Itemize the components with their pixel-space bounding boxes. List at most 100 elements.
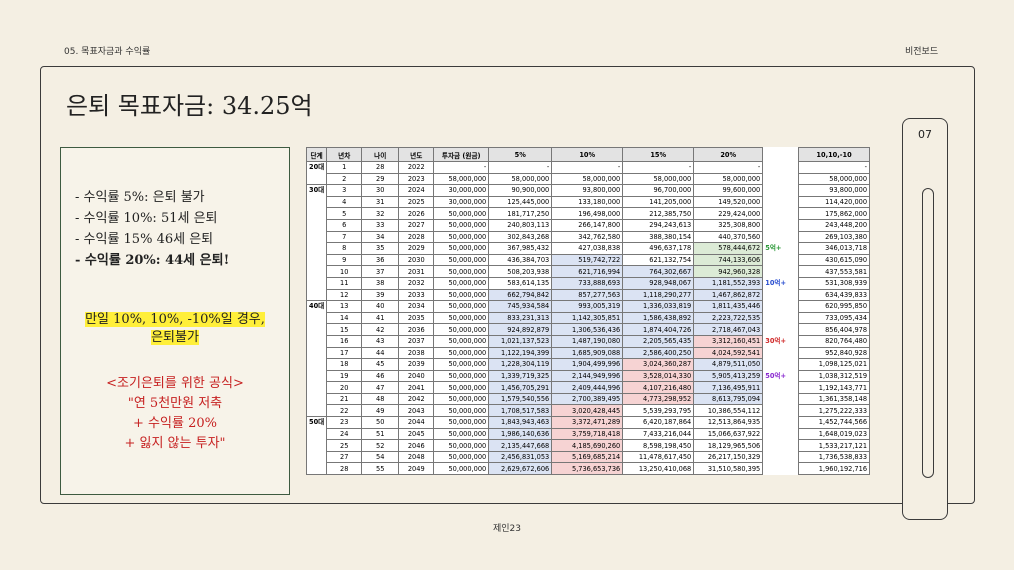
table-cell: 58,000,000 — [488, 172, 553, 186]
stage-cell: 20대 — [305, 160, 328, 186]
gap-cell — [788, 277, 799, 290]
table-cell: 41 — [361, 311, 400, 325]
table-cell: 1,904,499,996 — [551, 358, 624, 371]
table-cell: 10,386,554,112 — [693, 404, 764, 418]
table-cell: 2022 — [398, 161, 435, 174]
table-cell: 5 — [326, 207, 363, 220]
table-cell: 2026 — [398, 207, 435, 220]
gap-cell — [788, 242, 799, 255]
table-cell: 2,205,565,435 — [622, 334, 695, 348]
gap-cell — [788, 347, 799, 359]
table-cell: 2 — [326, 172, 363, 186]
gap-cell — [788, 184, 799, 197]
table-cell: 50,000,000 — [433, 462, 490, 476]
table-cell: 12 — [326, 288, 363, 302]
table-row: 12 39 2033 50,000,000 662,794,842 857,277,563… — [307, 288, 871, 302]
table-cell: 1,098,125,021 — [798, 358, 871, 371]
table-cell: 1,843,943,463 — [488, 416, 553, 429]
note-cell — [763, 219, 788, 231]
table-cell: 1,021,137,523 — [488, 334, 553, 348]
table-cell: 440,370,560 — [693, 230, 764, 244]
table-cell: 15 — [326, 323, 363, 336]
table-cell: - — [693, 161, 764, 174]
table-cell: 50,000,000 — [433, 427, 490, 441]
table-cell: 149,520,000 — [693, 195, 764, 209]
gap-cell — [788, 428, 799, 440]
note-cell — [763, 393, 788, 405]
table-cell: 50,000,000 — [433, 242, 490, 255]
gap-cell — [788, 219, 799, 232]
table-cell: 51 — [361, 427, 400, 441]
table-cell: 1,708,517,583 — [488, 404, 553, 418]
gap-cell — [763, 148, 788, 162]
table-cell: 3,020,428,445 — [551, 404, 624, 418]
table-cell: 621,132,754 — [622, 253, 695, 267]
footer: 제인23 — [492, 524, 521, 534]
table-row: 14 41 2035 50,000,000 833,231,313 1,142,305,8… — [307, 311, 871, 325]
table-cell: 28 — [326, 462, 363, 476]
note-cell — [763, 382, 788, 394]
table-cell: 243,448,200 — [798, 218, 871, 232]
table-wrap: 단계 년차 나이 년도 투자금 (원금) 5% 10% 15% 20% 10,10,-10 20대 1… — [305, 147, 871, 476]
table-cell: 43 — [361, 334, 400, 348]
table-cell: 46 — [361, 369, 400, 383]
table-cell: 744,133,606 — [693, 253, 764, 267]
table-cell: 2028 — [398, 230, 435, 244]
table-cell: 496,637,178 — [622, 242, 695, 255]
table-cell: 50,000,000 — [433, 230, 490, 244]
table-row: 30대 3 30 2024 30,000,000 90,900,000 93,800,000… — [305, 184, 871, 302]
table-row: 10 37 2031 50,000,000 508,203,938 621,716,994… — [307, 265, 871, 278]
frame — [40, 66, 975, 504]
table-cell: 50,000,000 — [433, 334, 490, 348]
table-cell: 17 — [326, 346, 363, 360]
table-cell: 93,800,000 — [551, 184, 624, 197]
table-cell: 1,533,217,121 — [798, 439, 871, 452]
gap-cell — [788, 300, 799, 313]
table-cell: 430,615,090 — [798, 253, 871, 267]
table-cell: 2,223,722,535 — [693, 311, 764, 325]
section-label: 05. 목표자금과 수익률 — [64, 47, 151, 57]
table-cell: 5,169,685,214 — [551, 450, 624, 464]
table-cell: 1,874,404,726 — [622, 323, 695, 336]
table-cell: 2040 — [398, 369, 435, 383]
note-cell — [763, 451, 788, 463]
table-cell: 50 — [361, 416, 400, 429]
table-cell: 2,456,831,053 — [488, 450, 553, 464]
gap-cell — [788, 451, 799, 463]
table-cell: 4,185,690,260 — [551, 439, 624, 452]
table-cell: 141,205,000 — [622, 195, 695, 209]
table-cell: 1,456,705,291 — [488, 381, 553, 394]
table-cell: - — [488, 161, 553, 174]
table-cell: 18,129,965,506 — [693, 439, 764, 452]
table-cell: 175,862,000 — [798, 207, 871, 220]
note-cell: 50억+ — [765, 371, 787, 380]
table-cell: 2024 — [398, 184, 435, 197]
gap-cell — [788, 462, 799, 475]
table-cell: 4,773,298,952 — [622, 392, 695, 406]
table-cell: 2032 — [398, 276, 435, 290]
table-cell: 620,995,850 — [798, 300, 871, 313]
summary-box: - 수익률 5%: 은퇴 불가 - 수익률 10%: 51세 은퇴 - 수익률 … — [60, 147, 290, 495]
table-cell: 2038 — [398, 346, 435, 360]
table-cell: 2031 — [398, 265, 435, 278]
note-cell — [763, 173, 788, 185]
gap-cell — [788, 207, 799, 220]
gap-cell — [788, 173, 799, 185]
table-cell: 2035 — [398, 311, 435, 325]
table-cell: 1,361,358,148 — [798, 392, 871, 406]
table-cell: 12,513,864,935 — [693, 416, 764, 429]
table-cell: 26,217,150,329 — [693, 450, 764, 464]
table-cell: 18 — [326, 358, 363, 371]
table-row: 50대 23 50 2044 50,000,000 1,843,943,463 3,372,… — [305, 416, 871, 476]
table-cell: 33 — [361, 218, 400, 232]
table-cell: 1,579,540,556 — [488, 392, 553, 406]
column-header: 년차 — [326, 147, 363, 162]
table-cell: 93,800,000 — [798, 184, 871, 197]
gap-cell — [788, 312, 799, 324]
table-cell: 30 — [361, 184, 400, 197]
table-cell: 229,424,000 — [693, 207, 764, 220]
table-cell: 50,000,000 — [433, 276, 490, 290]
table-cell: 50,000,000 — [433, 207, 490, 220]
table-cell: 50,000,000 — [433, 323, 490, 336]
